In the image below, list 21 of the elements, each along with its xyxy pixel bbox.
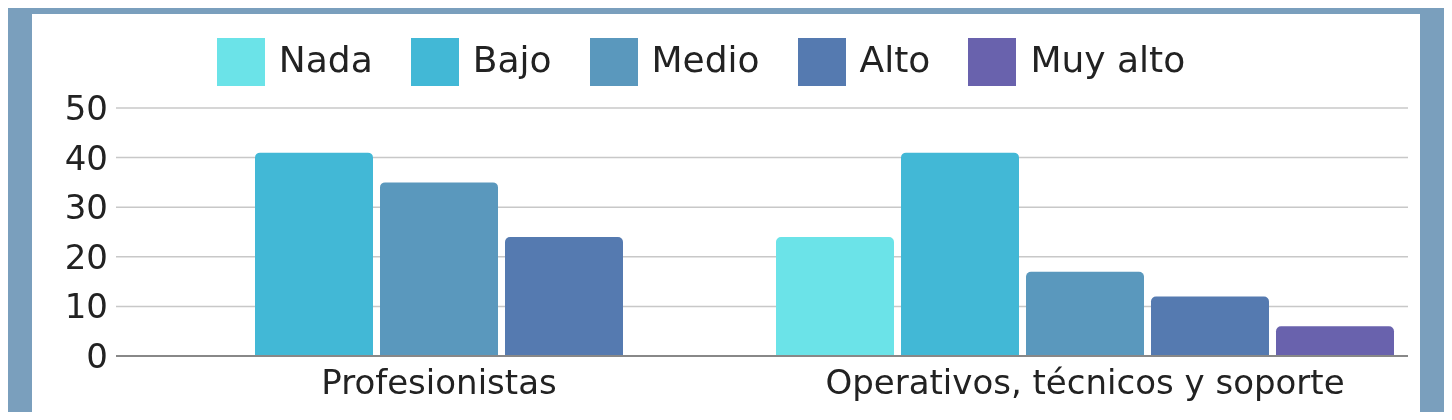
- y-tick-label: 30: [64, 187, 108, 228]
- bar: [1151, 296, 1269, 356]
- bar: [1276, 326, 1394, 356]
- bar: [1026, 271, 1144, 356]
- legend-label: Bajo: [472, 39, 552, 80]
- y-tick-label: 40: [64, 137, 108, 178]
- y-tick-label: 50: [64, 88, 108, 129]
- legend-label: Nada: [278, 39, 373, 80]
- y-tick-label: 0: [86, 336, 108, 377]
- x-tick-label: Operativos, técnicos y soporte: [825, 362, 1345, 403]
- bar: [505, 236, 623, 356]
- bar: [380, 182, 498, 356]
- legend-label: Muy alto: [1030, 39, 1186, 80]
- y-tick-label: 10: [64, 286, 108, 327]
- y-tick-label: 20: [64, 236, 108, 277]
- bar: [255, 152, 373, 356]
- legend-label: Medio: [651, 39, 760, 80]
- bar: [901, 152, 1019, 356]
- x-tick-label: Profesionistas: [321, 362, 557, 403]
- legend-label: Alto: [859, 39, 931, 80]
- bar: [776, 236, 894, 356]
